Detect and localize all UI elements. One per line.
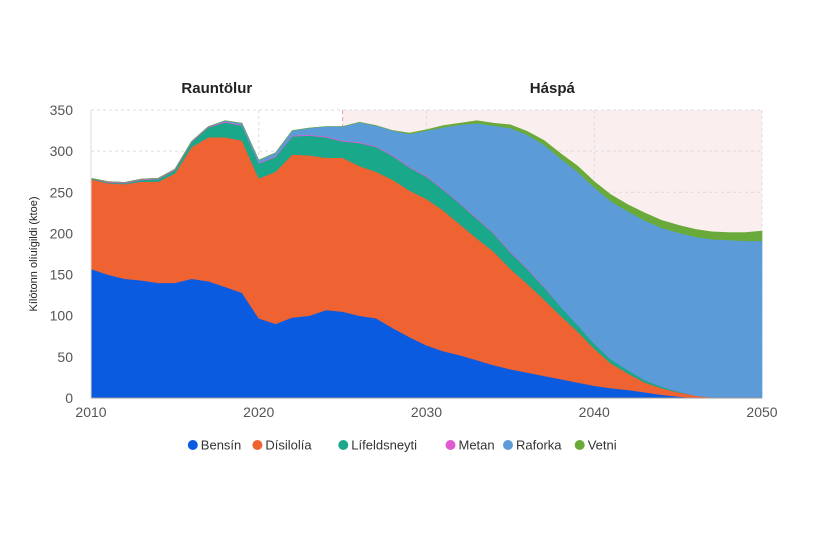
legend-swatch	[187, 440, 198, 450]
legend-label: Lífeldsneyti	[351, 438, 417, 453]
period-label: Rauntölur	[181, 80, 252, 97]
legend-item-metan: Metan	[445, 438, 495, 453]
x-tick-label: 2040	[579, 404, 610, 420]
x-tick-label: 2030	[411, 404, 442, 420]
y-tick-label: 350	[50, 102, 74, 118]
x-tick-label: 2010	[75, 404, 106, 420]
legend-item-bensín: Bensín	[187, 438, 241, 453]
legend-swatch	[252, 440, 263, 450]
y-tick-label: 100	[50, 308, 74, 324]
legend-label: Bensín	[201, 438, 241, 453]
y-tick-label: 50	[57, 349, 73, 365]
legend-swatch	[574, 440, 585, 450]
legend-swatch	[445, 440, 456, 450]
y-tick-label: 150	[50, 267, 74, 283]
period-label: Háspá	[530, 80, 576, 97]
legend-item-lífeldsneyti: Lífeldsneyti	[338, 438, 417, 453]
legend-label: Raforka	[516, 438, 562, 453]
y-tick-label: 0	[65, 390, 73, 406]
legend-label: Dísilolía	[265, 438, 312, 453]
x-tick-label: 2050	[746, 404, 777, 420]
legend-label: Vetni	[588, 438, 617, 453]
legend-item-vetni: Vetni	[574, 438, 617, 453]
legend-item-dísilolía: Dísilolía	[252, 438, 312, 453]
legend-item-raforka: Raforka	[503, 438, 562, 453]
area-vetni	[90, 120, 763, 242]
x-tick-label: 2020	[243, 404, 274, 420]
legend-label: Metan	[459, 438, 495, 453]
legend-swatch	[503, 440, 513, 450]
y-tick-label: 250	[50, 184, 74, 200]
legend-swatch	[338, 440, 349, 450]
y-axis-title: Kílótonn olíuígildi (ktoe)	[28, 197, 40, 312]
y-tick-label: 300	[50, 143, 74, 159]
y-tick-label: 200	[50, 225, 74, 241]
